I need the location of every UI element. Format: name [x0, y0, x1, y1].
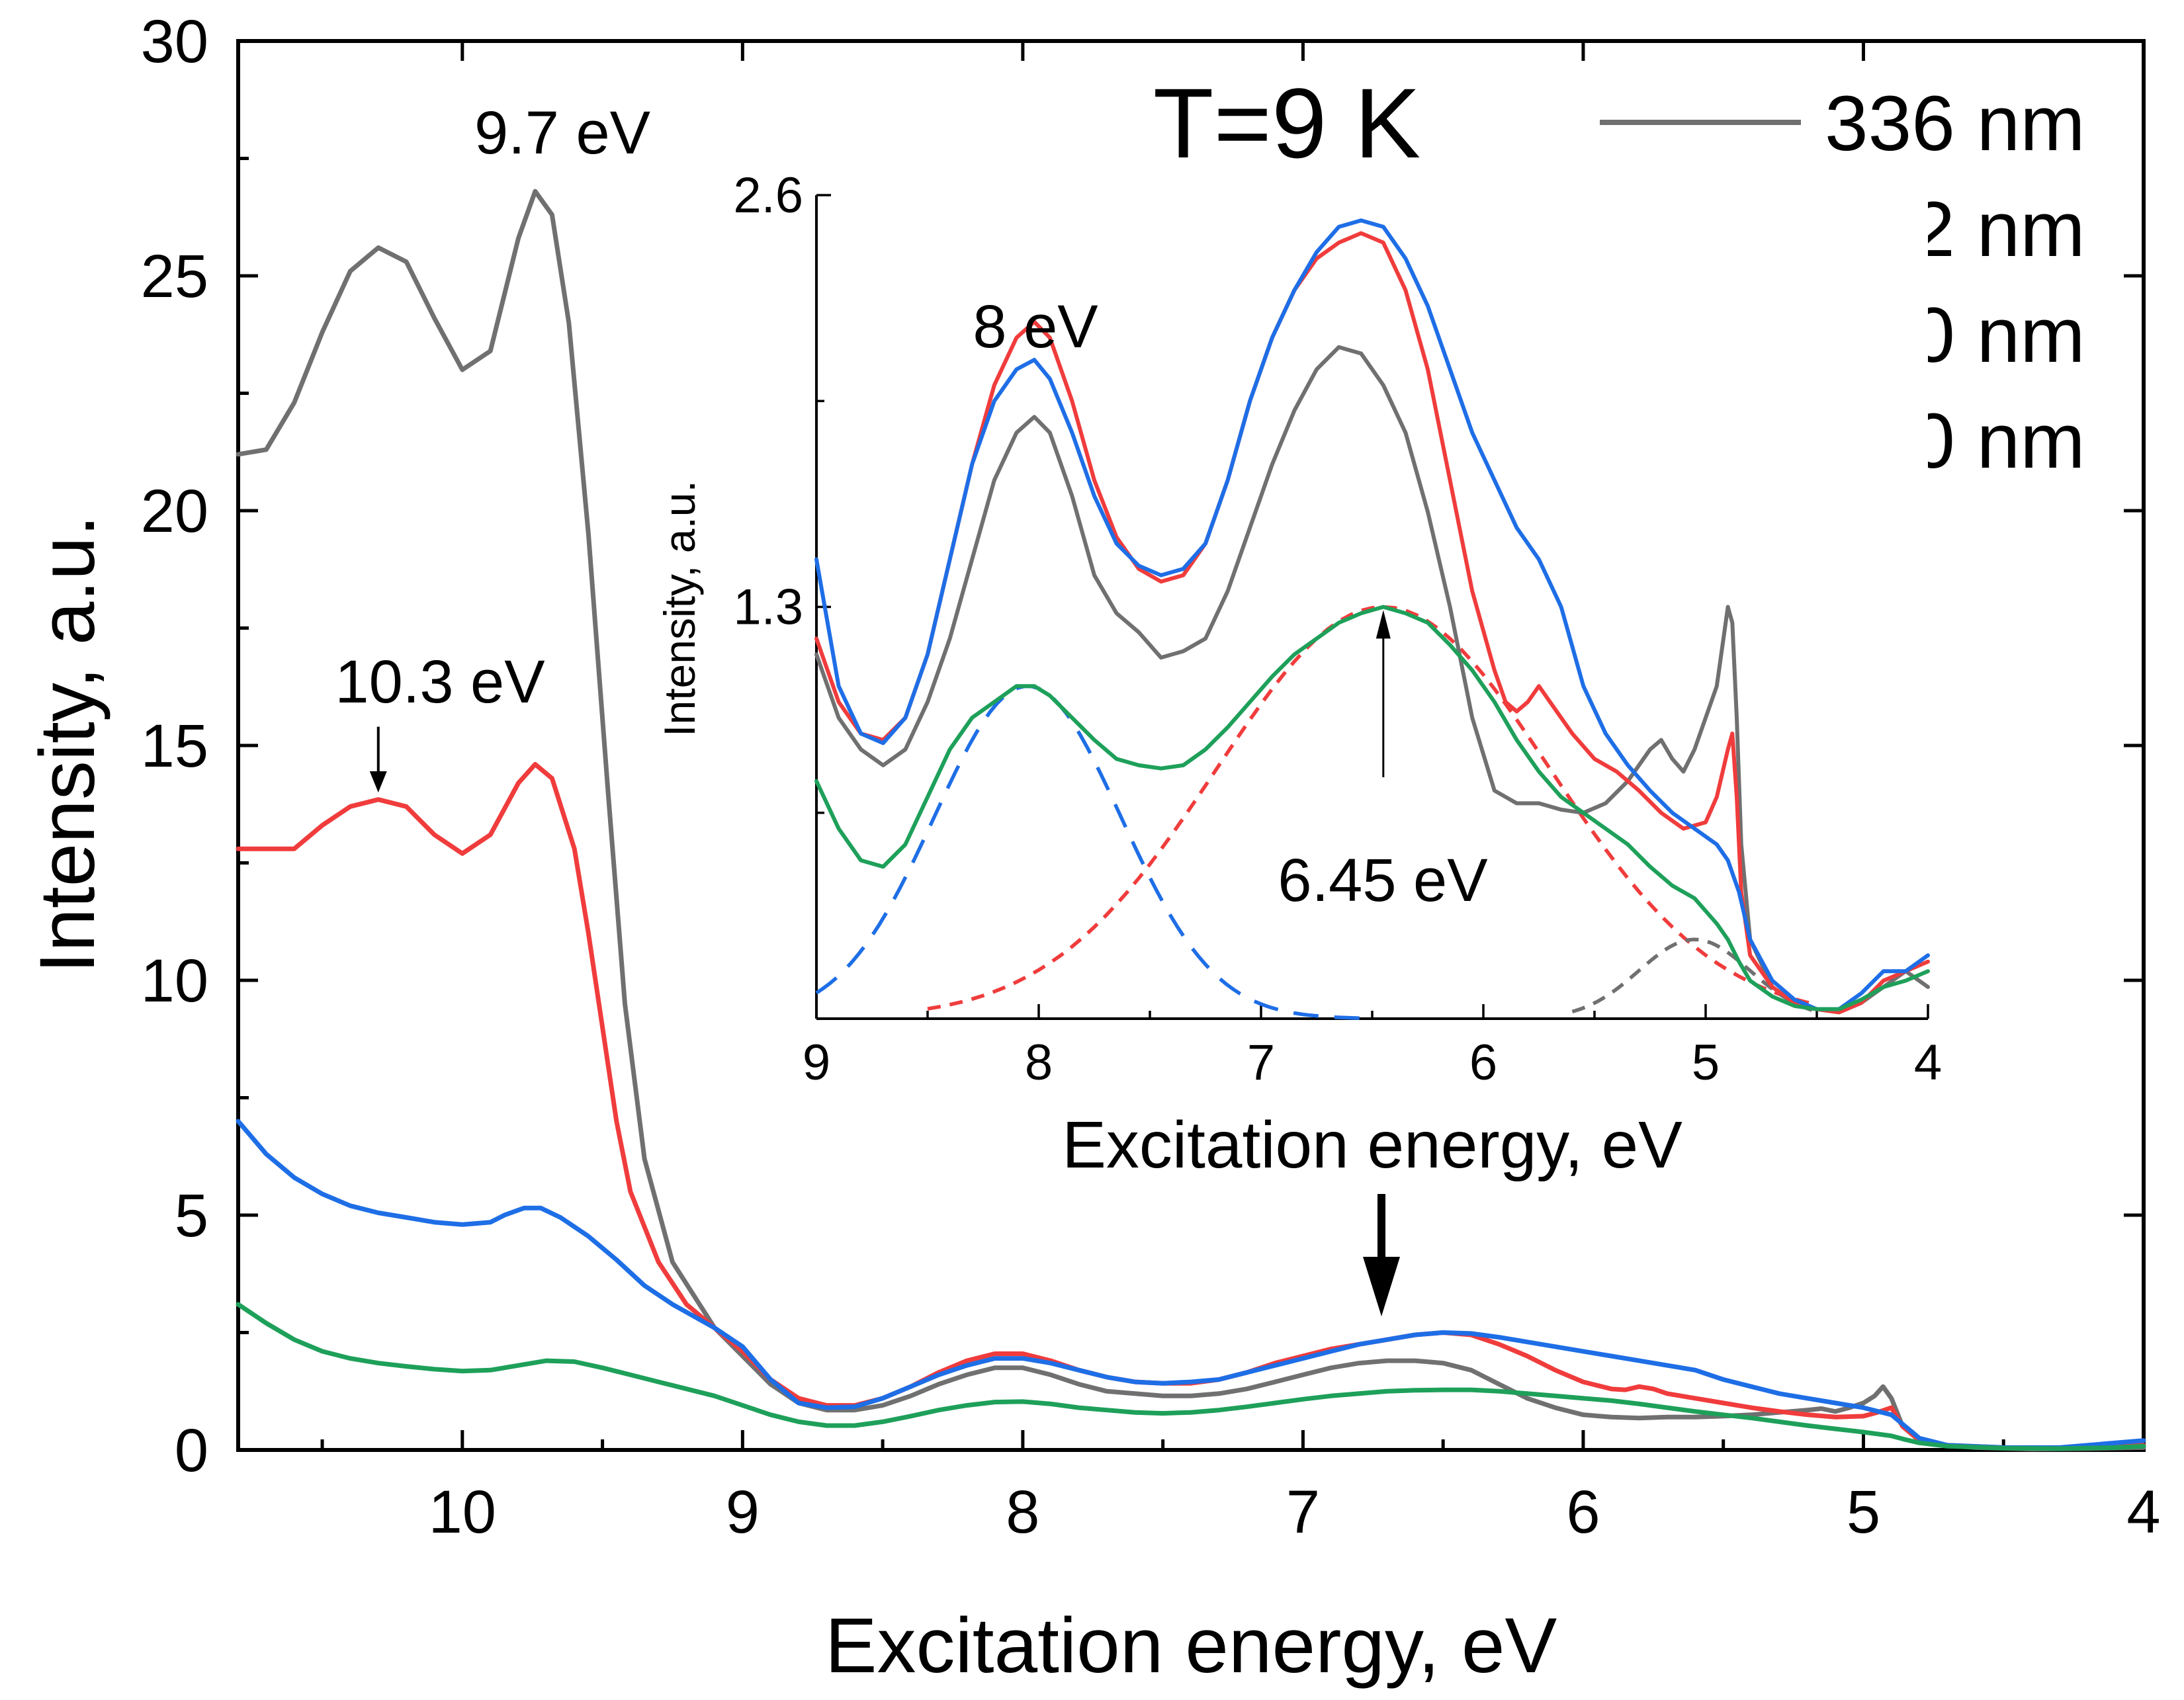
inset-y-axis-title: Intensity, a.u. — [655, 480, 704, 737]
main-series-line-420-nm — [236, 1119, 2146, 1450]
inset-series-line-470-nm — [814, 605, 1930, 1011]
main-y-tick-label: 25 — [141, 243, 208, 310]
inset-x-axis-title: Excitation energy, eV — [1062, 1108, 1682, 1182]
arrow-10-3-head — [369, 771, 387, 792]
main-y-tick-label: 5 — [175, 1182, 208, 1250]
main-y-tick-label: 20 — [141, 478, 208, 545]
main-annotation-arrows — [369, 726, 1400, 1316]
inset-annotation-arrows — [1376, 610, 1391, 777]
main-x-tick-label: 5 — [1847, 1478, 1880, 1546]
main-y-tick-label: 0 — [175, 1417, 208, 1484]
inset-x-tick-label: 4 — [1914, 1035, 1942, 1091]
annotation-peak-9-7: 9.7 eV — [474, 99, 650, 167]
annotation-peak-10-3: 10.3 eV — [335, 648, 545, 716]
main-axis-ticks: 10 9 8 7 6 5 4 0 5 10 15 20 25 30 — [141, 8, 2161, 1546]
annotation-peak-6-45: 6.45 eV — [1278, 847, 1487, 914]
inset-series-group — [814, 218, 1930, 1015]
inset-x-tick-label: 6 — [1469, 1035, 1497, 1091]
main-y-tick-label: 10 — [141, 947, 208, 1015]
legend-label-336-nm: 336 nm — [1825, 80, 2085, 167]
main-series-line-470-nm — [236, 1302, 2146, 1451]
inset-fit-curve-3 — [1571, 937, 1817, 1014]
main-x-tick-label: 4 — [2126, 1478, 2160, 1546]
inset-x-tick-label: 5 — [1692, 1035, 1720, 1091]
main-x-tick-label: 8 — [1006, 1478, 1039, 1546]
inset-y-tick-label: 2.6 — [733, 167, 803, 224]
main-y-tick-label: 30 — [141, 8, 208, 75]
title-temperature: T=9 K — [1153, 67, 1420, 179]
arrow-main-6-72-head — [1363, 1257, 1400, 1316]
inset-x-tick-label: 9 — [803, 1035, 830, 1091]
main-x-tick-label: 10 — [429, 1478, 496, 1546]
inset-fit-curve-2 — [927, 605, 1817, 1011]
inset-fit-curves — [815, 605, 1817, 1021]
inset-axis-ticks: 9 8 7 6 5 4 1.3 2.6 — [733, 167, 1942, 1091]
inset-x-tick-label: 8 — [1025, 1035, 1053, 1091]
inset-series-line-420-nm — [814, 218, 1930, 1011]
main-x-tick-label: 7 — [1286, 1478, 1320, 1546]
main-x-tick-label: 9 — [726, 1478, 760, 1546]
main-x-axis-title: Excitation energy, eV — [825, 1602, 1557, 1689]
annotation-peak-8: 8 eV — [973, 293, 1098, 361]
main-series-line-336-nm — [236, 189, 2146, 1452]
main-x-tick-label: 6 — [1566, 1478, 1600, 1546]
inset-series-line-372-nm — [814, 231, 1930, 1015]
inset-series-line-336-nm — [814, 345, 1930, 1015]
inset-y-tick-label: 1.3 — [733, 579, 803, 636]
main-y-axis-title: Intensity, a.u. — [24, 515, 111, 973]
arrow-6-45-head — [1376, 610, 1391, 639]
main-series-group — [236, 189, 2146, 1452]
inset-x-tick-label: 7 — [1247, 1035, 1275, 1091]
main-y-tick-label: 15 — [141, 712, 208, 780]
